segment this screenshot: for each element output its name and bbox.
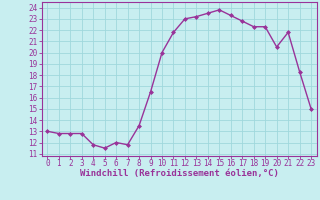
X-axis label: Windchill (Refroidissement éolien,°C): Windchill (Refroidissement éolien,°C)	[80, 169, 279, 178]
